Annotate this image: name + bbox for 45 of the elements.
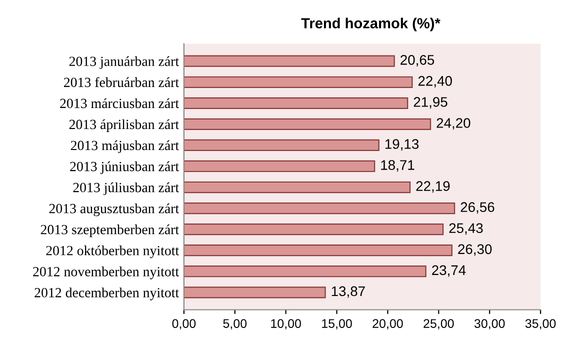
x-tick-label: 15,00	[322, 319, 352, 330]
y-tick-label: 2013 februárban zárt	[64, 77, 180, 88]
y-tick-label: 2012 novemberben nyitott	[33, 266, 180, 280]
bar	[184, 181, 411, 194]
y-tick-label: 2013 márciusban zárt	[60, 98, 180, 108]
bar	[184, 286, 326, 298]
data-label: 22,40	[418, 76, 452, 88]
data-label: 19,13	[385, 139, 419, 151]
y-tick-label: 2012 decemberben nyitott	[34, 288, 180, 300]
x-tick-label: 35,00	[525, 319, 556, 330]
x-tick-label: 0,00	[172, 319, 196, 330]
y-tick-label: 2013 augusztusban zárt	[49, 203, 180, 216]
bar	[184, 224, 444, 236]
x-tick-label: 20,00	[372, 319, 403, 330]
bar	[184, 244, 452, 256]
x-tick-label: 30,00	[474, 319, 505, 330]
bar	[184, 118, 432, 130]
data-label: 13,87	[332, 286, 365, 298]
bar	[184, 160, 376, 172]
data-label: 23,74	[432, 265, 466, 277]
data-label: 26,30	[458, 244, 492, 256]
y-tick-label: 2013 júliusban zárt	[73, 182, 180, 196]
y-tick-label: 2013 májusban zárt	[70, 140, 180, 153]
y-tick-label: 2013 szeptemberben zárt	[40, 224, 180, 238]
bar	[184, 97, 408, 109]
bar	[184, 139, 380, 152]
bar	[184, 55, 395, 67]
x-tick-label: 10,00	[271, 319, 301, 330]
data-label: 24,20	[436, 118, 470, 130]
data-label: 22,19	[416, 181, 450, 193]
data-label: 18,71	[381, 160, 414, 172]
data-label: 26,56	[460, 202, 494, 214]
bar	[184, 76, 413, 88]
y-tick-label: 2012 októberben nyitott	[46, 246, 180, 258]
bar	[184, 202, 456, 214]
bar	[184, 266, 426, 278]
chart-title: Trend hozamok (%)*	[301, 18, 440, 32]
x-tick-label: 25,00	[424, 319, 454, 330]
data-label: 25,43	[449, 223, 483, 235]
y-tick-label: 2013 januárban zárt	[69, 56, 180, 69]
y-tick-label: 2013 áprilisban zárt	[69, 119, 180, 132]
y-tick-label: 2013 júniusban zárt	[70, 161, 180, 174]
x-tick-label: 5,00	[223, 319, 247, 330]
data-label: 21,95	[414, 97, 448, 109]
data-label: 20,65	[400, 54, 434, 66]
